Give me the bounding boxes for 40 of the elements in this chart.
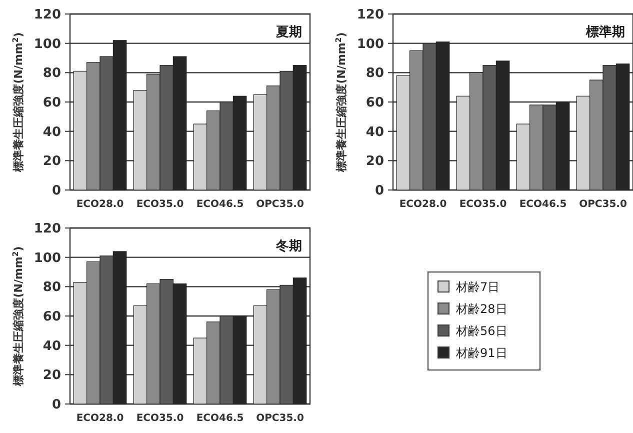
x-tick-label: OPC35.0 bbox=[579, 199, 627, 210]
y-tick-label: 40 bbox=[42, 338, 61, 354]
y-tick-label: 60 bbox=[42, 310, 61, 325]
y-tick-label: 20 bbox=[366, 154, 384, 170]
y-tick-label: 60 bbox=[42, 96, 61, 111]
x-tick-label: ECO28.0 bbox=[76, 413, 124, 424]
text: 夏期 bbox=[275, 25, 302, 40]
y-tick-label: 20 bbox=[42, 368, 61, 384]
x-tick-label: ECO46.5 bbox=[196, 199, 244, 210]
legend-label: 材齢56日 bbox=[455, 324, 508, 338]
legend-label: 材齢28日 bbox=[455, 302, 508, 316]
x-tick-label: ECO28.0 bbox=[76, 199, 124, 210]
legend-label: 材齢91日 bbox=[455, 346, 508, 360]
y-tick-label: 120 bbox=[34, 8, 61, 23]
x-tick-label: ECO35.0 bbox=[459, 199, 507, 210]
legend-label: 材齢7日 bbox=[455, 280, 500, 294]
y-tick-label: 0 bbox=[52, 398, 61, 413]
x-tick-label: ECO35.0 bbox=[136, 199, 184, 210]
y-tick-label: 80 bbox=[42, 280, 61, 296]
x-tick-label: ECO28.0 bbox=[399, 199, 447, 210]
y-tick-label: 40 bbox=[366, 124, 384, 140]
text: 冬期 bbox=[275, 239, 302, 254]
y-tick-label: 100 bbox=[34, 250, 61, 266]
x-tick-label: OPC35.0 bbox=[256, 413, 304, 424]
x-tick-label: ECO46.5 bbox=[196, 413, 244, 424]
y-tick-label: 80 bbox=[366, 66, 384, 82]
y-tick-label: 0 bbox=[374, 184, 384, 199]
y-tick-label: 100 bbox=[34, 36, 61, 52]
y-tick-label: 100 bbox=[356, 36, 384, 52]
y-tick-label: 120 bbox=[34, 222, 61, 237]
x-tick-label: ECO46.5 bbox=[519, 199, 567, 210]
y-tick-label: 40 bbox=[42, 124, 61, 140]
text: 標準期 bbox=[585, 25, 625, 40]
y-tick-label: 60 bbox=[366, 96, 384, 111]
x-tick-label: OPC35.0 bbox=[256, 199, 304, 210]
y-tick-label: 20 bbox=[42, 154, 61, 170]
y-tick-label: 120 bbox=[356, 8, 384, 23]
y-tick-label: 80 bbox=[42, 66, 61, 82]
y-tick-label: 0 bbox=[52, 184, 61, 199]
x-tick-label: ECO35.0 bbox=[136, 413, 184, 424]
